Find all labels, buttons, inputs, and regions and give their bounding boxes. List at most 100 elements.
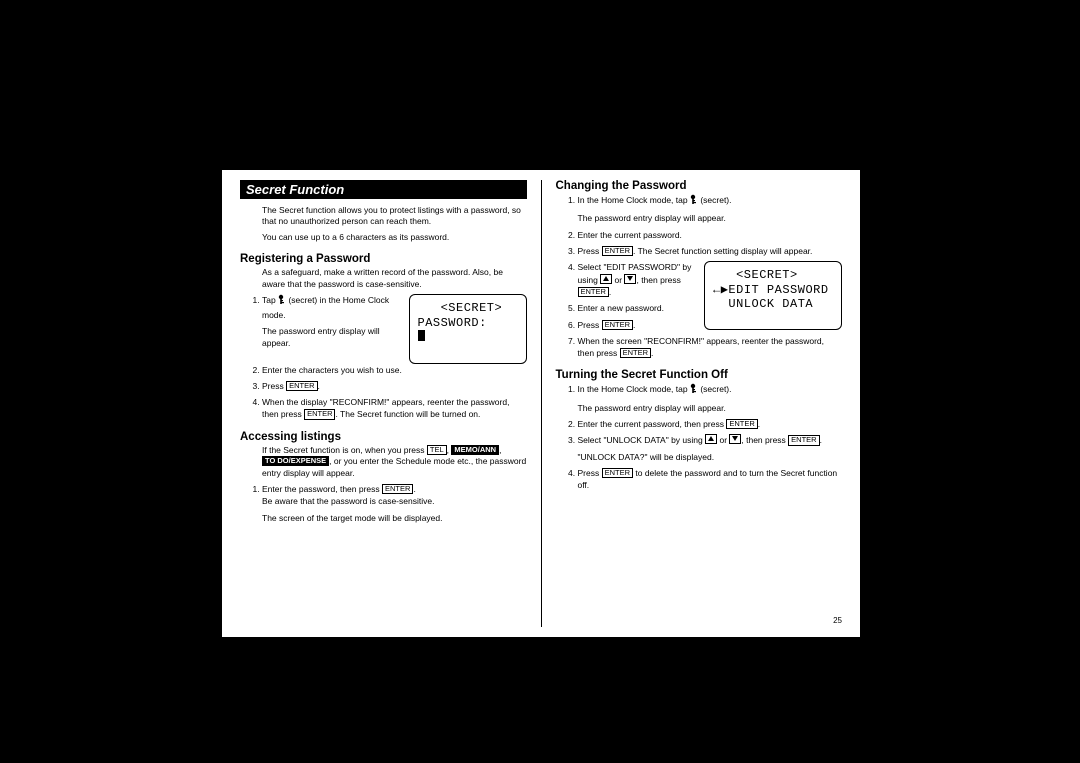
text: Press: [578, 320, 602, 330]
text: .: [651, 348, 653, 358]
lcd-line: ←▶EDIT PASSWORD: [713, 283, 833, 297]
heading-accessing: Accessing listings: [240, 431, 527, 443]
text: The screen of the target mode will be di…: [262, 512, 527, 524]
text: Enter the current password, then press: [578, 419, 727, 429]
enter-key: ENTER: [602, 246, 633, 256]
text: , then press: [741, 435, 788, 445]
turningoff-step-3: Select "UNLOCK DATA" by using or , then …: [578, 434, 843, 463]
key-icon: [278, 294, 286, 308]
tel-key: TEL: [427, 445, 447, 455]
text: Tap: [262, 295, 278, 305]
text: If the Secret function is on, when you p…: [262, 445, 427, 455]
registering-step-2: Enter the characters you wish to use.: [262, 364, 527, 376]
enter-key: ENTER: [286, 381, 317, 391]
turningoff-step-4: Press ENTER to delete the password and t…: [578, 467, 843, 492]
changing-step-6: Press ENTER.: [578, 319, 697, 331]
enter-key: ENTER: [602, 320, 633, 330]
lcd-display-secret: <SECRET> PASSWORD:: [409, 294, 527, 363]
text: In the Home Clock mode, tap: [578, 384, 690, 394]
enter-key: ENTER: [578, 287, 609, 297]
registering-step1-row: Tap (secret) in the Home Clock mode. The…: [240, 294, 527, 363]
page-number: 25: [833, 616, 842, 625]
changing-step4-row: Select "EDIT PASSWORD" by using or , the…: [556, 261, 843, 335]
changing-step-4: Select "EDIT PASSWORD" by using or , the…: [578, 261, 697, 298]
text: Enter the password, then press: [262, 484, 382, 494]
text: Select "UNLOCK DATA" by using: [578, 435, 706, 445]
text: .: [318, 381, 320, 391]
text: Press: [578, 246, 602, 256]
up-arrow-key: [705, 434, 717, 444]
memo-key: MEMO/ANN: [451, 445, 499, 455]
text: The password entry display will appear.: [578, 212, 843, 224]
registering-note: As a safeguard, make a written record of…: [262, 267, 527, 290]
accessing-note: If the Secret function is on, when you p…: [262, 445, 527, 479]
text: In the Home Clock mode, tap: [578, 195, 690, 205]
text: , then press: [636, 275, 680, 285]
text: or: [717, 435, 729, 445]
text: .: [820, 435, 822, 445]
registering-step-1: Tap (secret) in the Home Clock mode. The…: [262, 294, 401, 349]
changing-steps-c: When the screen "RECONFIRM!" appears, re…: [556, 335, 843, 360]
lcd-line: <SECRET>: [713, 268, 833, 282]
registering-step-3: Press ENTER.: [262, 380, 527, 392]
changing-step-2: Enter the current password.: [578, 229, 843, 241]
lcd-line: UNLOCK DATA: [713, 297, 833, 311]
down-arrow-key: [624, 274, 636, 284]
changing-steps-b: Select "EDIT PASSWORD" by using or , the…: [556, 261, 697, 331]
text: .: [413, 484, 415, 494]
lcd-display-edit: <SECRET> ←▶EDIT PASSWORD UNLOCK DATA: [704, 261, 842, 330]
heading-changing: Changing the Password: [556, 180, 843, 192]
text: .: [609, 287, 611, 297]
turningoff-step-1: In the Home Clock mode, tap (secret). Th…: [578, 383, 843, 414]
registering-steps-a: Tap (secret) in the Home Clock mode. The…: [240, 294, 401, 349]
registering-steps-b: Enter the characters you wish to use. Pr…: [240, 364, 527, 421]
turningoff-steps: In the Home Clock mode, tap (secret). Th…: [556, 383, 843, 491]
up-arrow-key: [600, 274, 612, 284]
lcd-line: <SECRET>: [418, 301, 518, 315]
two-column-layout: Secret Function The Secret function allo…: [234, 180, 848, 627]
heading-registering: Registering a Password: [240, 253, 527, 265]
text: (secret).: [700, 195, 731, 205]
cursor-block: [418, 330, 425, 341]
heading-turningoff: Turning the Secret Function Off: [556, 369, 843, 381]
enter-key: ENTER: [602, 468, 633, 478]
enter-key: ENTER: [620, 348, 651, 358]
right-column: Changing the Password In the Home Clock …: [541, 180, 849, 627]
text: The password entry display will appear.: [578, 402, 843, 414]
lcd-line: PASSWORD:: [418, 316, 518, 330]
intro-paragraph-2: You can use up to a 6 characters as its …: [262, 232, 527, 243]
text: or: [612, 275, 624, 285]
accessing-steps: Enter the password, then press ENTER. Be…: [240, 483, 527, 524]
changing-step-7: When the screen "RECONFIRM!" appears, re…: [578, 335, 843, 360]
enter-key: ENTER: [726, 419, 757, 429]
key-icon: [690, 383, 698, 397]
registering-step-4: When the display "RECONFIRM!" appears, r…: [262, 396, 527, 421]
text: .: [633, 320, 635, 330]
enter-key: ENTER: [304, 409, 335, 419]
enter-key: ENTER: [382, 484, 413, 494]
changing-step-5: Enter a new password.: [578, 302, 697, 314]
text: Press: [262, 381, 286, 391]
turningoff-step-2: Enter the current password, then press E…: [578, 418, 843, 430]
intro-paragraph-1: The Secret function allows you to protec…: [262, 205, 527, 228]
left-column: Secret Function The Secret function allo…: [234, 180, 541, 627]
manual-page: Secret Function The Secret function allo…: [222, 170, 860, 637]
text: The password entry display will appear.: [262, 325, 401, 350]
accessing-step-1: Enter the password, then press ENTER. Be…: [262, 483, 527, 524]
lcd-cursor-line: [418, 330, 518, 344]
text: .: [758, 419, 760, 429]
key-icon: [690, 194, 698, 208]
changing-steps-a: In the Home Clock mode, tap (secret). Th…: [556, 194, 843, 257]
text: . The Secret function will be turned on.: [335, 409, 480, 419]
down-arrow-key: [729, 434, 741, 444]
text: ,: [499, 445, 501, 455]
changing-step-1: In the Home Clock mode, tap (secret). Th…: [578, 194, 843, 225]
enter-key: ENTER: [788, 435, 819, 445]
text: (secret).: [700, 384, 731, 394]
text: Be aware that the password is case-sensi…: [262, 495, 527, 507]
todo-key: TO DO/EXPENSE: [262, 456, 329, 466]
text: "UNLOCK DATA?" will be displayed.: [578, 451, 843, 463]
changing-step-3: Press ENTER. The Secret function setting…: [578, 245, 843, 257]
text: Press: [578, 468, 602, 478]
text: . The Secret function setting display wi…: [633, 246, 812, 256]
